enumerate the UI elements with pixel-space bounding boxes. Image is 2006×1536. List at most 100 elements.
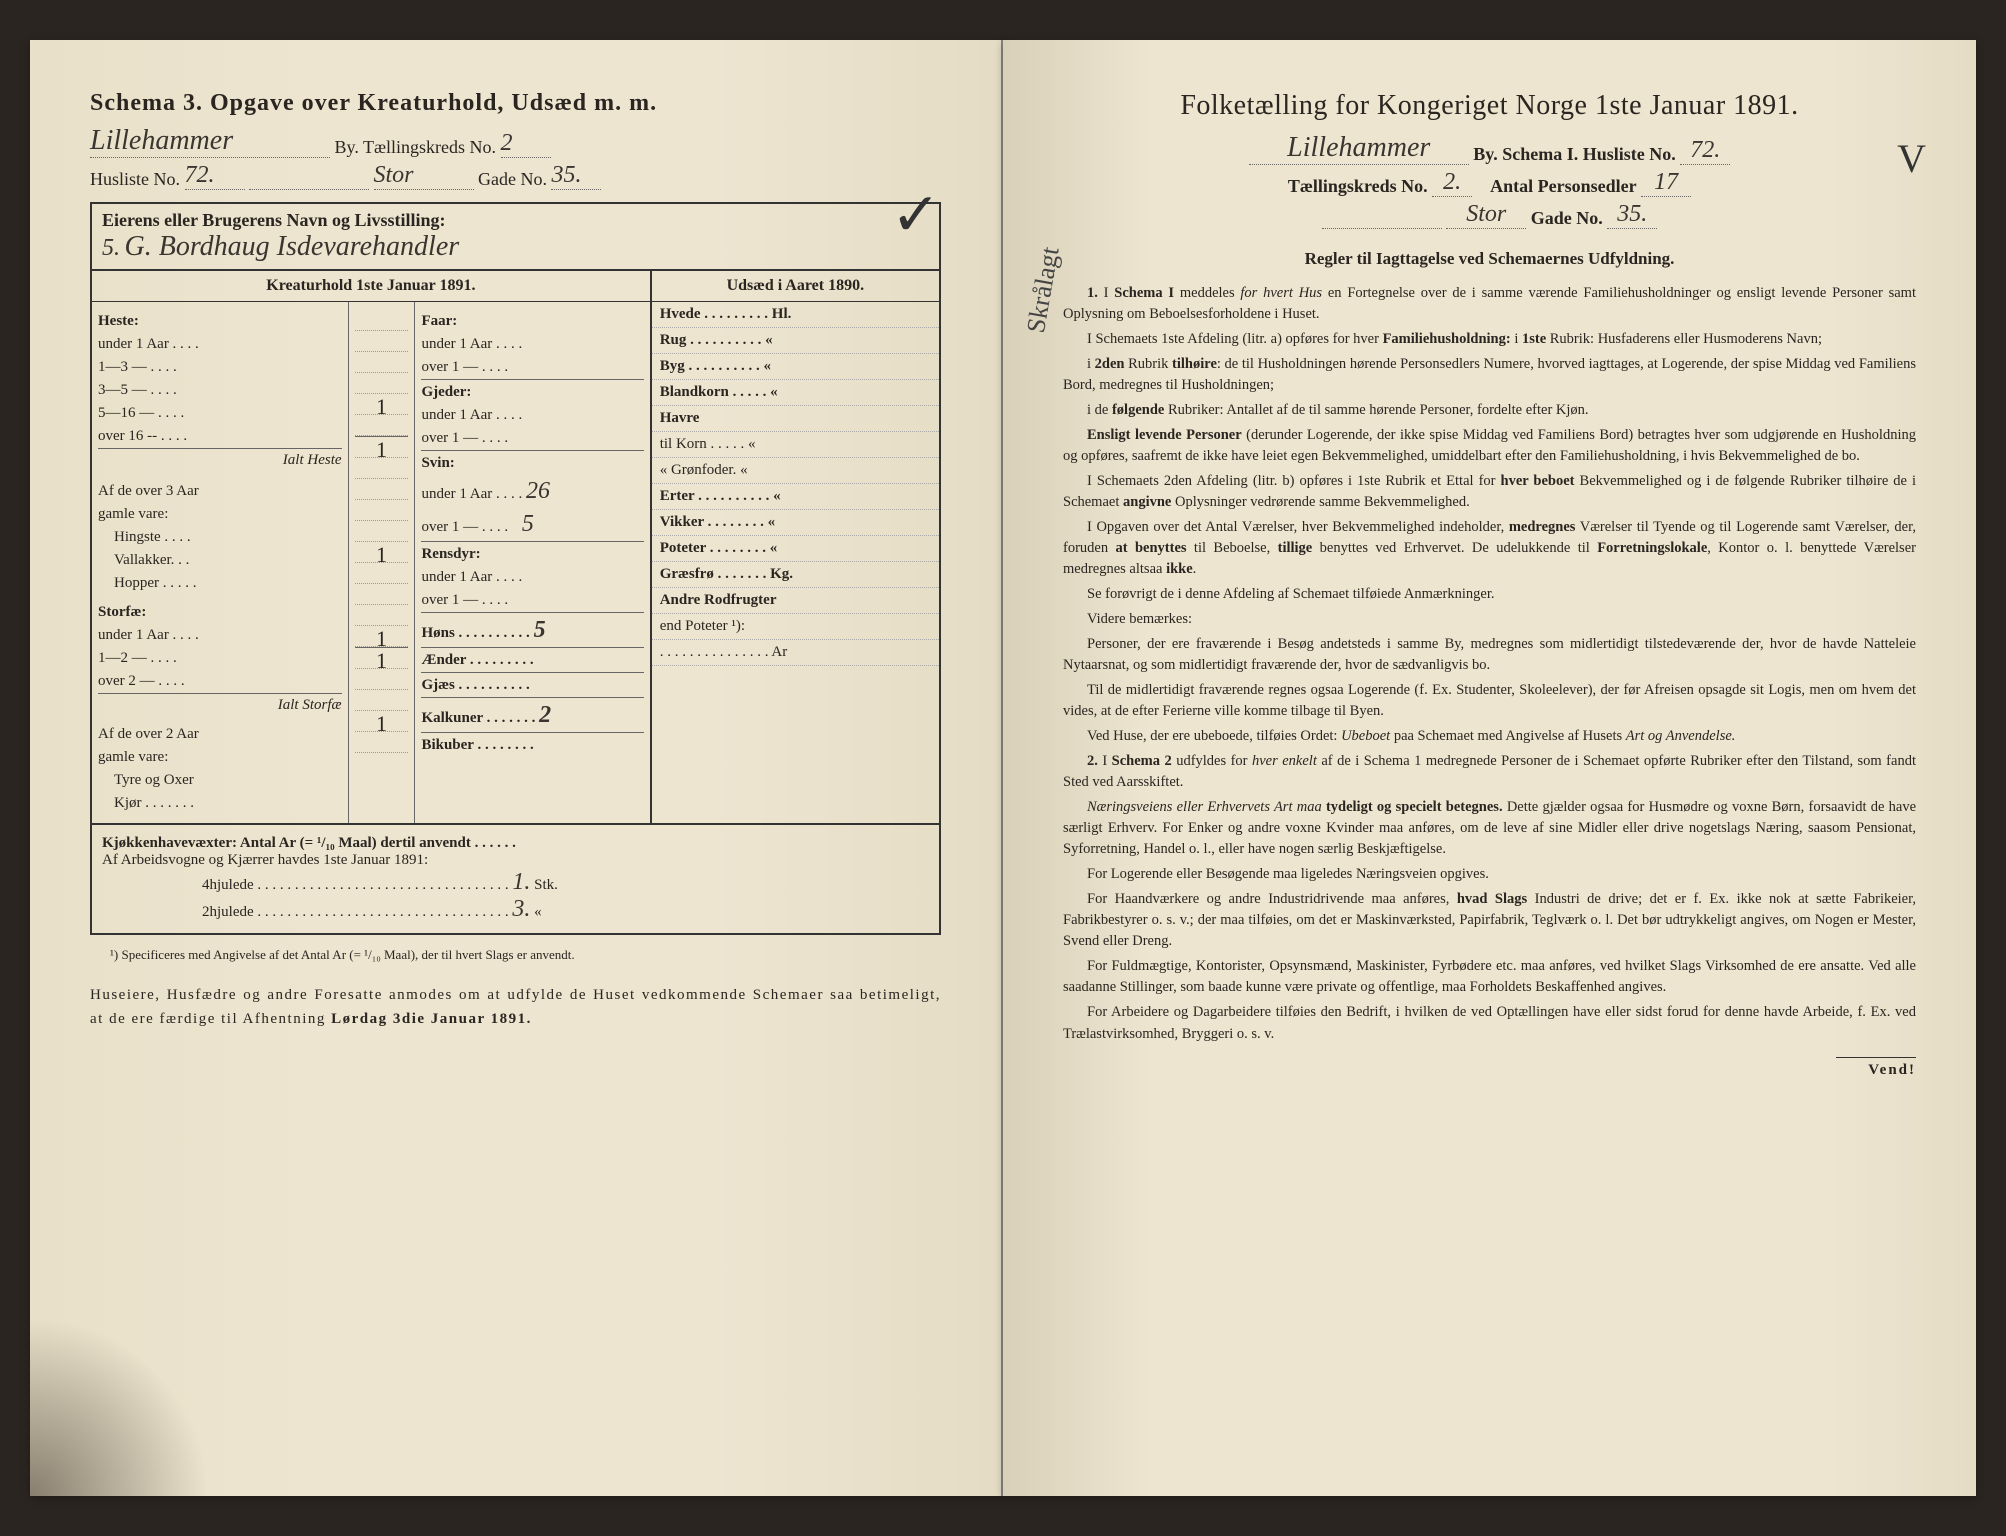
heste-row-3: 5—16 — . . . . <box>98 402 342 425</box>
fourhjul-val: 1. <box>512 869 530 895</box>
rensdyr-row-1: over 1 — . . . . <box>421 589 643 612</box>
udsaed-row: Havre <box>652 406 939 432</box>
rules-paragraph: I Opgaven over det Antal Værelser, hver … <box>1063 517 1916 580</box>
kalkuner-val: 2 <box>539 702 551 728</box>
main-form-box: Eierens eller Brugerens Navn og Livsstil… <box>90 202 941 935</box>
kjokken-line: Kjøkkenhavevæxter: Antal Ar (= ¹/₁₀ Maal… <box>102 835 929 852</box>
rules-paragraph: For Logerende eller Besøgende maa ligele… <box>1063 864 1916 885</box>
vallakker-val <box>355 521 409 542</box>
city-line: Lillehammer By. Tællingskreds No. 2 <box>90 125 941 158</box>
fourhjul-line: 4hjulede . . . . . . . . . . . . . . . .… <box>102 869 929 896</box>
quote-label: « <box>534 904 542 920</box>
udsaed-row: Vikker . . . . . . . . « <box>652 510 939 536</box>
bikuber: Bikuber . . . . . . . . <box>421 732 643 757</box>
v-blank3 <box>355 479 409 500</box>
rensdyr-label: Rensdyr: <box>421 541 643 566</box>
v-mark: V <box>1897 135 1926 182</box>
gjeder-row-1: over 1 — . . . . <box>421 427 643 450</box>
udsaed-row: « Grønfoder. « <box>652 458 939 484</box>
kreatur-header: Kreaturhold 1ste Januar 1891. <box>92 271 650 302</box>
faar-label: Faar: <box>421 310 643 333</box>
city-field: Lillehammer <box>90 125 330 158</box>
faar-row-1: over 1 — . . . . <box>421 356 643 379</box>
ialt-heste: Ialt Heste <box>98 448 342 472</box>
left-page: ✓ Schema 3. Opgave over Kreaturhold, Uds… <box>30 40 1003 1496</box>
tk-no-field: 2 <box>501 130 551 158</box>
udsaed-row: end Poteter ¹): <box>652 614 939 640</box>
gade-no-field: 35. <box>551 162 601 190</box>
owner-prefix: 5. <box>102 235 120 261</box>
hingste: Hingste . . . . <box>98 526 342 549</box>
rules-body: 1. I Schema I meddeles for hvert Hus en … <box>1063 283 1916 1045</box>
husliste-no-r: 72. <box>1680 137 1730 165</box>
city-line-r: Lillehammer By. Schema I. Husliste No. 7… <box>1063 132 1916 165</box>
storfae-val-1 <box>355 605 409 626</box>
rules-paragraph: Videre bemærkes: <box>1063 609 1916 630</box>
udsaed-row: . . . . . . . . . . . . . . . Ar <box>652 640 939 666</box>
kjokken-text: Kjøkkenhavevæxter: Antal Ar (= ¹/₁₀ Maal… <box>102 835 516 851</box>
aender: Ænder . . . . . . . . . <box>421 647 643 672</box>
hons-val: 5 <box>534 617 546 643</box>
heste-row-2: 3—5 — . . . . <box>98 379 342 402</box>
rules-paragraph: For Fuldmægtige, Kontorister, Opsynsmænd… <box>1063 956 1916 998</box>
owner-label: Eierens eller Brugerens Navn og Livsstil… <box>102 210 929 231</box>
heste-row-1: 1—3 — . . . . <box>98 356 342 379</box>
udsaed-row: Rug . . . . . . . . . . « <box>652 328 939 354</box>
svin-r0-text: under 1 Aar . . . . <box>421 486 522 502</box>
husliste-line: Husliste No. 72. Stor Gade No. 35. <box>90 162 941 190</box>
kjor: Kjør . . . . . . . <box>98 792 342 815</box>
storfae-row-1: 1—2 — . . . . <box>98 647 342 670</box>
page-shadow <box>30 1316 210 1496</box>
gade-label-r: Gade No. <box>1531 208 1603 228</box>
udsaed-row: Andre Rodfrugter <box>652 588 939 614</box>
hopper-val: 1 <box>355 542 409 563</box>
gade-no-r: 35. <box>1607 201 1657 229</box>
notice: Huseiere, Husfædre og andre Foresatte an… <box>90 983 941 1031</box>
rules-paragraph: i de følgende Rubriker: Antallet af de t… <box>1063 400 1916 421</box>
owner-section: Eierens eller Brugerens Navn og Livsstil… <box>92 204 939 271</box>
gamle-vare2: gamle vare: <box>98 746 342 769</box>
heste-val-0 <box>355 331 409 352</box>
udsaed-row: til Korn . . . . . « <box>652 432 939 458</box>
heste-label: Heste: <box>98 310 342 333</box>
book-spread: ✓ Schema 3. Opgave over Kreaturhold, Uds… <box>0 0 2006 1536</box>
stk-label: Stk. <box>534 877 558 893</box>
storfae-val-0 <box>355 584 409 605</box>
spacer <box>249 189 369 190</box>
census-header: Folketælling for Kongeriget Norge 1ste J… <box>1063 90 1916 122</box>
kalkuner: Kalkuner . . . . . . . 2 <box>421 697 643 732</box>
kreatur-table: Heste: under 1 Aar . . . . 1—3 — . . . .… <box>92 302 650 823</box>
side-note: Skrålagt <box>1021 245 1066 336</box>
tk-line-r: Tællingskreds No. 2. Antal Personsedler … <box>1063 169 1916 197</box>
schema3-header: Schema 3. Opgave over Kreaturhold, Udsæd… <box>90 90 941 117</box>
heste-val-2 <box>355 373 409 394</box>
rules-paragraph: For Haandværkere og andre Industridriven… <box>1063 889 1916 952</box>
ialt-storfae-val: 1 <box>355 647 409 669</box>
hons: Høns . . . . . . . . . . 5 <box>421 612 643 647</box>
gade-line-r: Stor Gade No. 35. <box>1063 201 1916 229</box>
gjeder-row-0: under 1 Aar . . . . <box>421 404 643 427</box>
svin-val-1: 5 <box>512 511 534 537</box>
v-blank6 <box>355 690 409 711</box>
city-field-r: Lillehammer <box>1249 132 1469 165</box>
udsaed-row: Blandkorn . . . . . « <box>652 380 939 406</box>
hingste-val <box>355 500 409 521</box>
twohjul-line: 2hjulede . . . . . . . . . . . . . . . .… <box>102 896 929 923</box>
rules-paragraph: Personer, der ere fraværende i Besøg and… <box>1063 634 1916 676</box>
kalkuner-text: Kalkuner . . . . . . . <box>421 710 535 726</box>
husliste-no-field: 72. <box>185 162 245 190</box>
svin-row-0: under 1 Aar . . . . 26 <box>421 475 643 508</box>
storfae-row-0: under 1 Aar . . . . <box>98 624 342 647</box>
spacer-r <box>1322 228 1442 229</box>
udsaed-row: Græsfrø . . . . . . . Kg. <box>652 562 939 588</box>
rules-paragraph: Se forøvrigt de i denne Afdeling af Sche… <box>1063 584 1916 605</box>
heste-row-0: under 1 Aar . . . . <box>98 333 342 356</box>
by-label: By. Tællingskreds No. <box>335 137 497 157</box>
svin-row-1: over 1 — . . . . 5 <box>421 508 643 541</box>
storfae-row-2: over 2 — . . . . <box>98 670 342 693</box>
rules-paragraph: Næringsveiens eller Erhvervets Art maa t… <box>1063 797 1916 860</box>
gamle-vare: gamle vare: <box>98 503 342 526</box>
tk-label-r: Tællingskreds No. <box>1288 176 1428 196</box>
gjeder-label: Gjeder: <box>421 379 643 404</box>
gade-name-field: Stor <box>374 162 474 190</box>
